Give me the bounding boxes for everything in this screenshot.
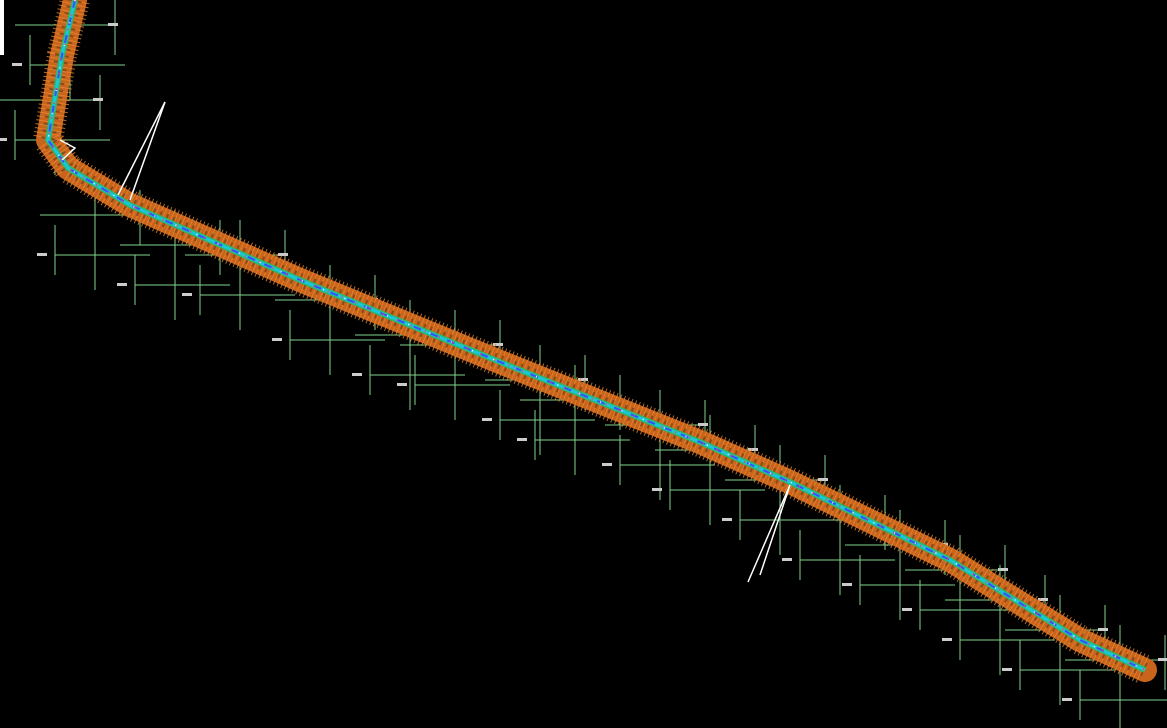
- section-tag: [1098, 628, 1108, 631]
- page: CAD alignment view {} html, body { margi…: [0, 0, 1167, 728]
- section-tag: [0, 138, 7, 141]
- section-tag: [1062, 698, 1072, 701]
- background: [0, 0, 1167, 728]
- section-tag: [12, 63, 22, 66]
- section-tag: [517, 438, 527, 441]
- section-tag: [942, 638, 952, 641]
- cad-canvas: [0, 0, 1167, 728]
- viewport: (() => { const data = JSON.parse(documen…: [0, 0, 1167, 728]
- section-tag: [182, 293, 192, 296]
- section-tag: [93, 98, 103, 101]
- section-tag: [482, 418, 492, 421]
- section-tag: [37, 253, 47, 256]
- section-tag: [108, 23, 118, 26]
- section-tag: [493, 343, 503, 346]
- section-tag: [748, 448, 758, 451]
- section-tag: [1002, 668, 1012, 671]
- section-tag: [698, 423, 708, 426]
- section-tag: [818, 478, 828, 481]
- section-tag: [272, 338, 282, 341]
- section-tag: [278, 253, 288, 256]
- section-tag: [397, 383, 407, 386]
- section-tag: [902, 608, 912, 611]
- section-tag: [578, 378, 588, 381]
- section-tag: [1158, 658, 1167, 661]
- section-tag: [352, 373, 362, 376]
- section-tag: [842, 583, 852, 586]
- section-tag: [602, 463, 612, 466]
- section-tag: [117, 283, 127, 286]
- section-tag: [722, 518, 732, 521]
- view-edge: [0, 0, 4, 55]
- section-tag: [652, 488, 662, 491]
- section-tag: [782, 558, 792, 561]
